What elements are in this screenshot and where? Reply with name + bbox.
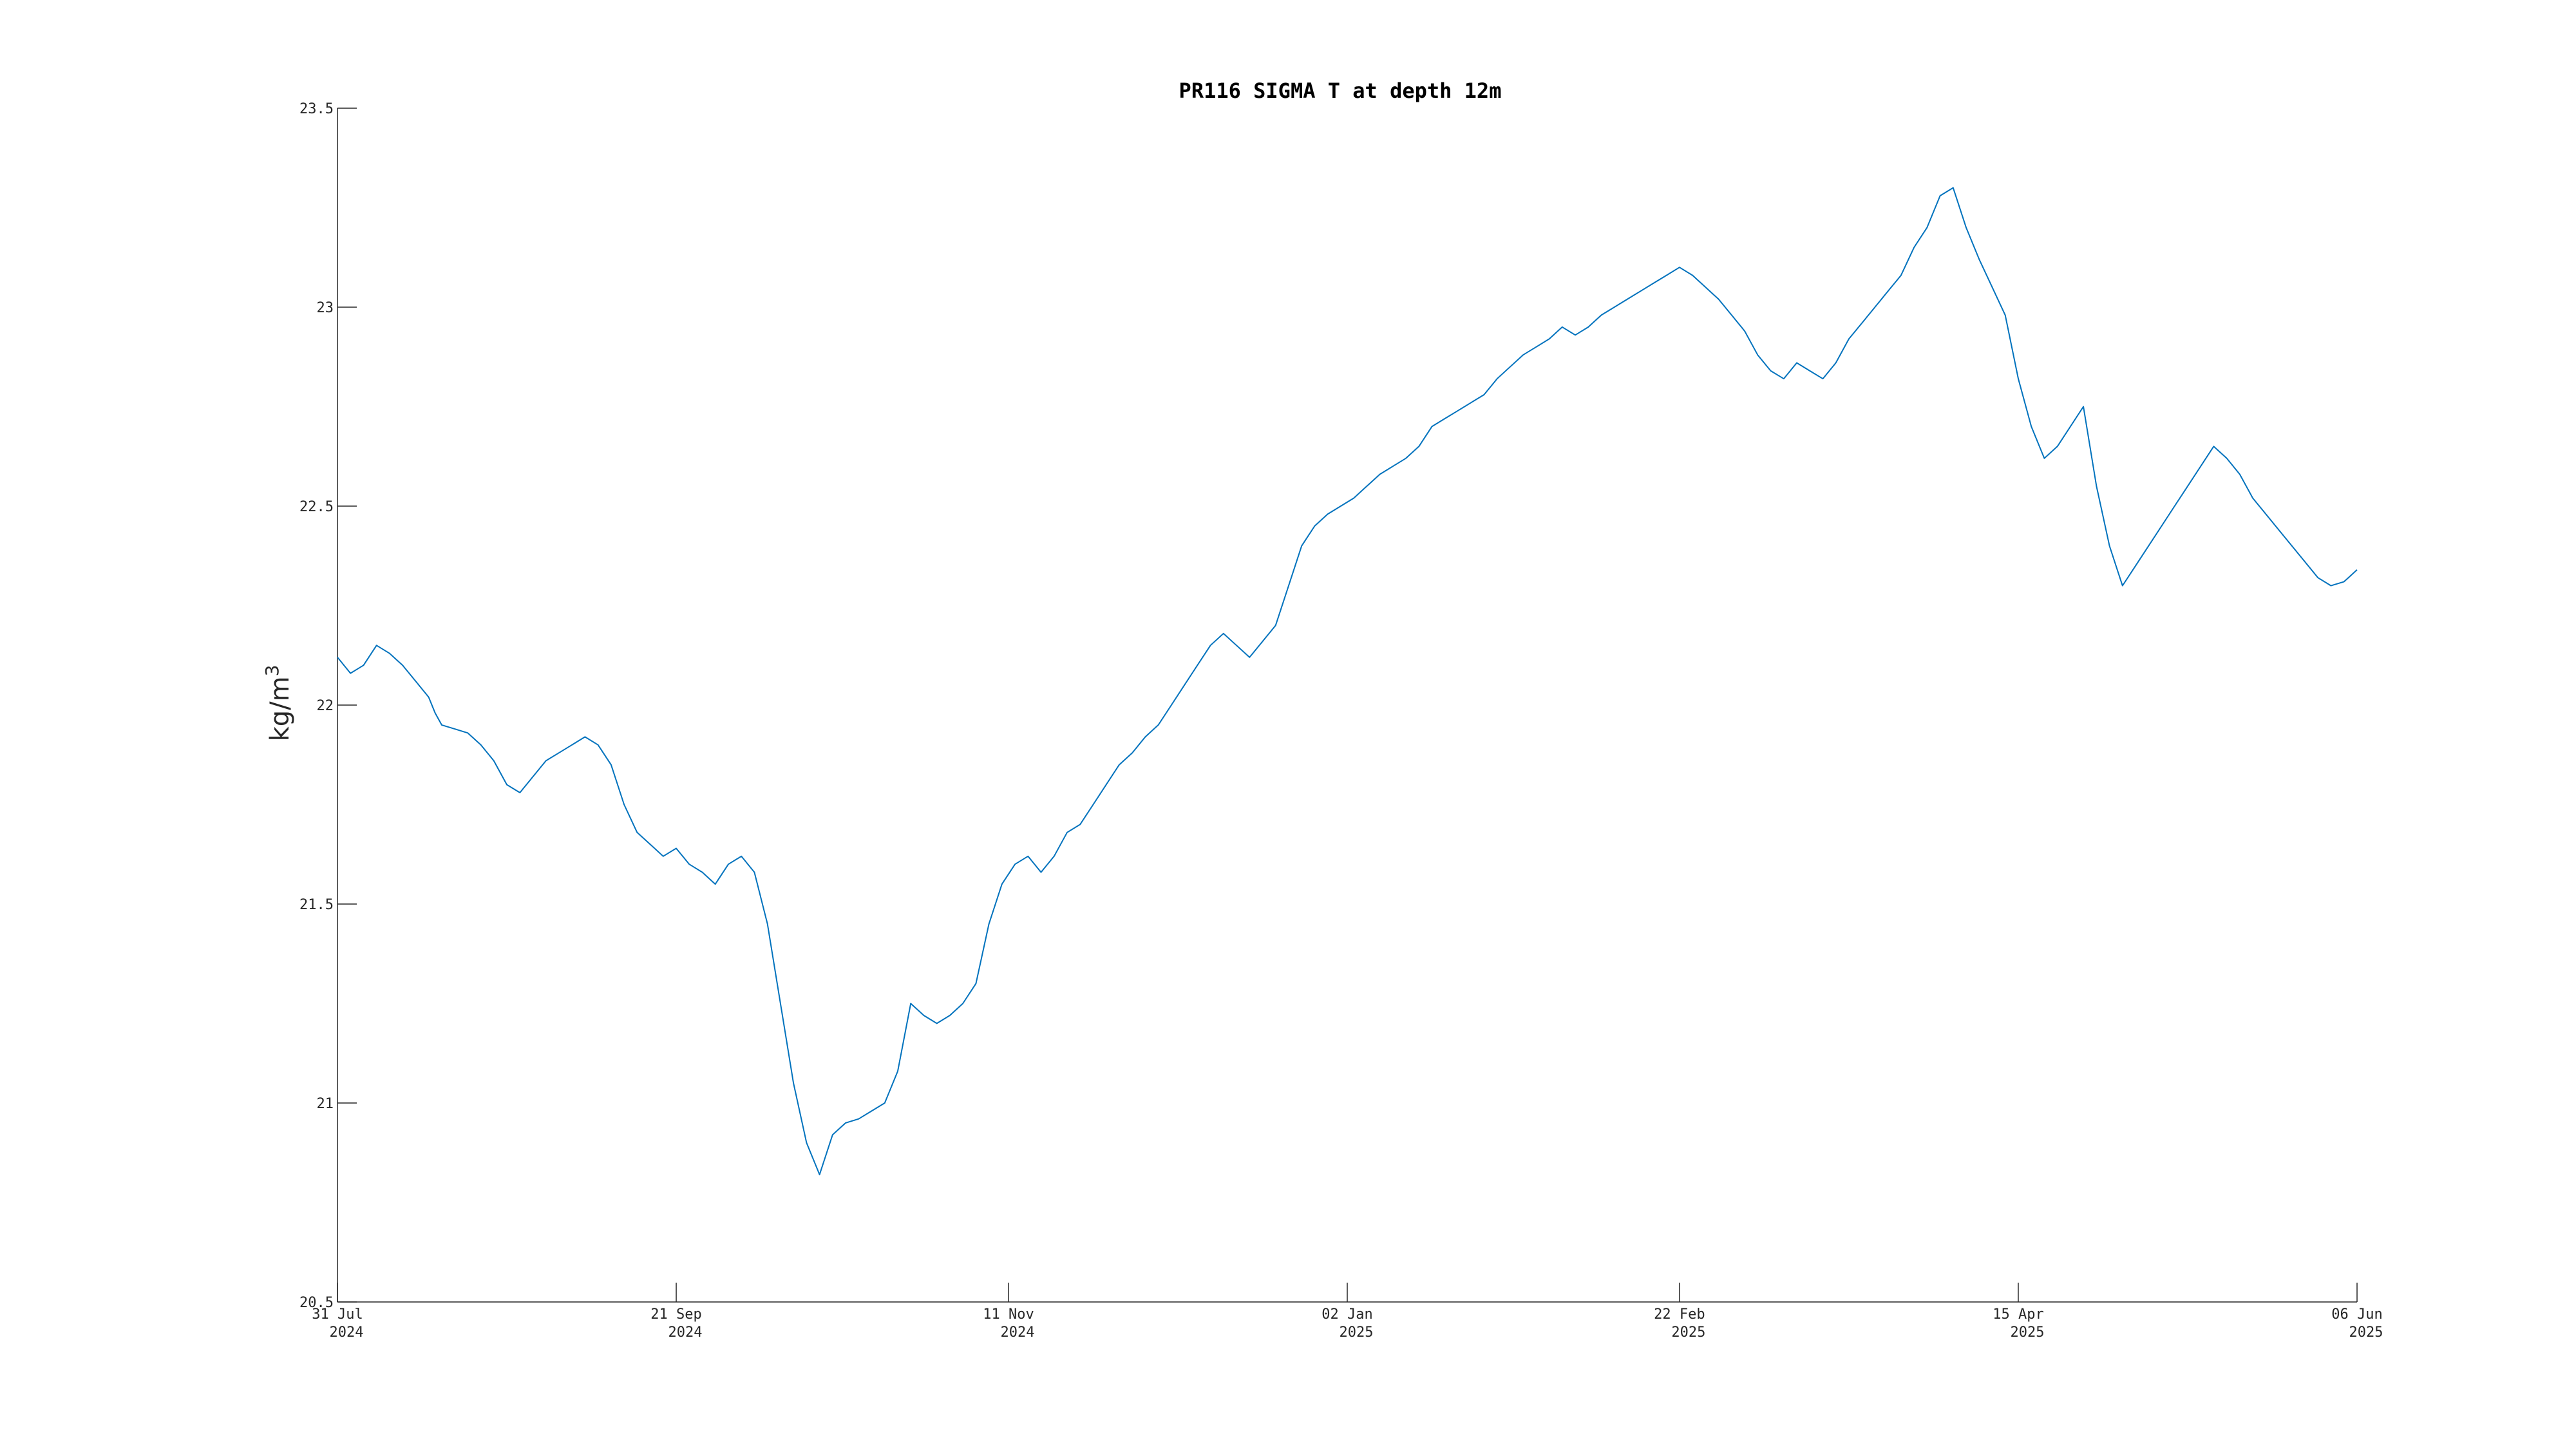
x-tick-year-label: 2025 (1340, 1325, 1374, 1341)
axes: 20.5 21 21.5 22 22.5 23 23.5 31 Jul 2024 21 Sep 20… (299, 101, 2383, 1341)
x-tick-year-label: 2025 (2349, 1325, 2383, 1341)
x-tick-label: 31 Jul (312, 1306, 363, 1323)
chart-title: PR116 SIGMA T at depth 12m (1179, 79, 1502, 103)
x-tick-label: 21 Sep (650, 1306, 701, 1323)
y-tick-label: 23.5 (299, 101, 334, 117)
y-axis-label: kg/m3 (261, 665, 295, 742)
x-tick-label: 11 Nov (983, 1306, 1034, 1323)
y-tick-label: 20.5 (299, 1295, 334, 1311)
x-tick-year-label: 2024 (330, 1325, 364, 1341)
series-line (337, 187, 2358, 1176)
y-tick-label: 21.5 (299, 897, 334, 913)
x-tick-label: 02 Jan (1321, 1306, 1372, 1323)
x-tick-label: 15 Apr (1993, 1306, 2043, 1323)
y-axis-label-text: kg/m (265, 676, 295, 741)
x-tick-year-label: 2024 (1000, 1325, 1034, 1341)
x-tick-label: 22 Feb (1654, 1306, 1705, 1323)
y-axis-label-superscript: 3 (261, 665, 283, 677)
y-tick-label: 22.5 (299, 499, 334, 515)
y-tick-label: 22 (317, 698, 334, 714)
x-tick-label: 06 Jun (2331, 1306, 2382, 1323)
y-tick-label: 23 (317, 300, 334, 316)
x-tick-year-label: 2024 (668, 1325, 703, 1341)
x-tick-year-label: 2025 (2010, 1325, 2044, 1341)
svg-text:kg/m3: kg/m3 (261, 665, 295, 742)
y-tick-label: 21 (317, 1096, 334, 1112)
x-tick-year-label: 2025 (1671, 1325, 1705, 1341)
series-group (337, 187, 2358, 1176)
